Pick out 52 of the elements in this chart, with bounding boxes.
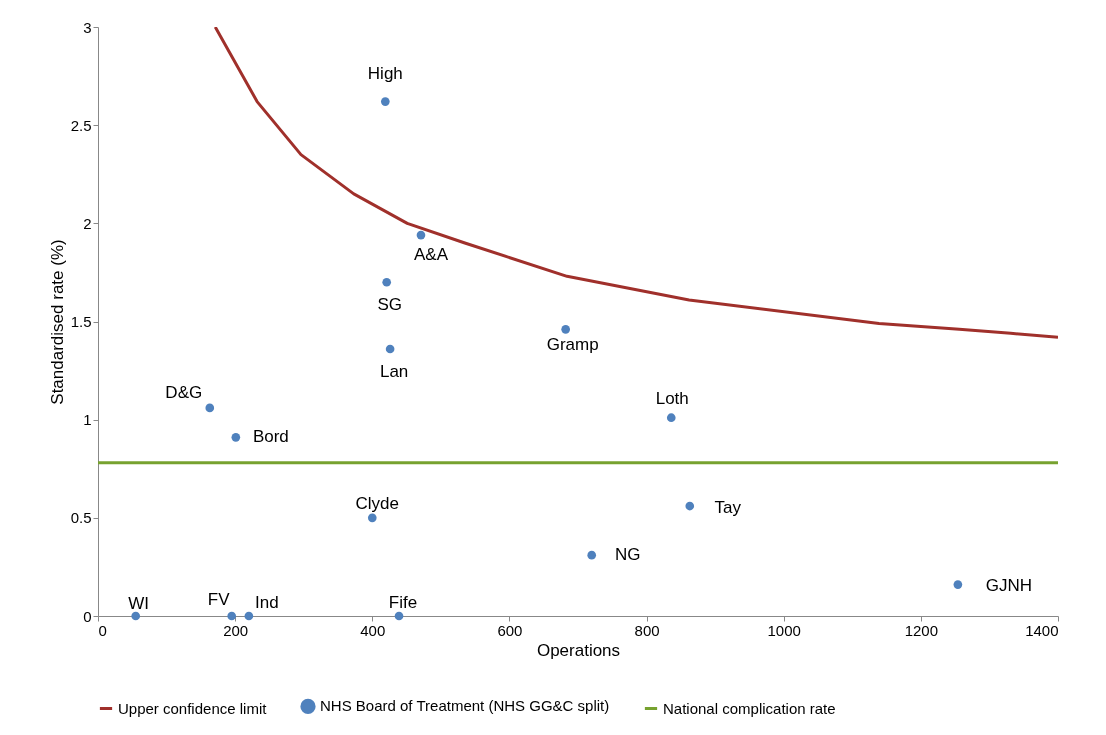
annotation: Clyde: [355, 493, 400, 513]
annotation: NG: [614, 545, 641, 565]
annotation: WI: [128, 594, 150, 613]
point: [367, 513, 377, 523]
annotation: High: [367, 63, 403, 83]
point: [244, 611, 254, 621]
legend-label: NHS Board of Treatment (NHS GG&C split): [320, 697, 610, 715]
line-series: [213, 27, 1058, 339]
y-tick-label: 1: [83, 411, 92, 429]
annotation: FV: [207, 590, 231, 609]
point: [666, 413, 676, 423]
x-axis-title: Operations: [536, 640, 621, 660]
x-tick-label: 1200: [904, 621, 939, 639]
y-tick-label: 3: [83, 18, 92, 36]
annotation: Loth: [655, 388, 689, 408]
annotation: D&G: [165, 382, 203, 402]
legend-label: National complication rate: [663, 699, 836, 717]
y-axis-title: Standardised rate (%): [47, 239, 67, 405]
annotation: Gramp: [546, 335, 599, 355]
point: [587, 550, 597, 560]
legend-label: Upper confidence limit: [118, 699, 268, 717]
point: [205, 403, 215, 413]
y-tick-label: 1.5: [70, 313, 92, 330]
x-tick-label: 600: [497, 621, 523, 639]
annotation: Bord: [252, 427, 289, 447]
y-tick-label: 2: [83, 214, 92, 232]
x-tick-label: 800: [634, 621, 660, 639]
x-tick-label: 0: [98, 621, 107, 639]
point: [561, 325, 570, 334]
y-tick-label: 2.5: [70, 116, 92, 134]
y-tick-label: 0: [83, 607, 92, 625]
y-tick-label: 0.5: [70, 509, 92, 527]
annotation: Fife: [388, 593, 418, 612]
point: [131, 611, 141, 621]
annotation: SG: [377, 295, 402, 315]
point: [385, 344, 395, 354]
annotation: GJNH: [985, 575, 1033, 595]
point: [380, 97, 390, 106]
point: [416, 230, 426, 240]
annotation: Tay: [714, 498, 742, 518]
point: [382, 277, 392, 287]
point: [227, 611, 237, 621]
point: [685, 501, 695, 511]
x-tick-label: 1000: [767, 621, 801, 639]
point: [953, 580, 963, 589]
x-tick-label: 1400: [1025, 621, 1059, 639]
annotation: A&A: [413, 245, 449, 265]
annotation: Ind: [255, 593, 279, 612]
point: [231, 433, 241, 442]
annotation: Lan: [379, 361, 409, 381]
x-tick-label: 400: [360, 621, 386, 639]
x-tick-label: 200: [223, 621, 249, 639]
